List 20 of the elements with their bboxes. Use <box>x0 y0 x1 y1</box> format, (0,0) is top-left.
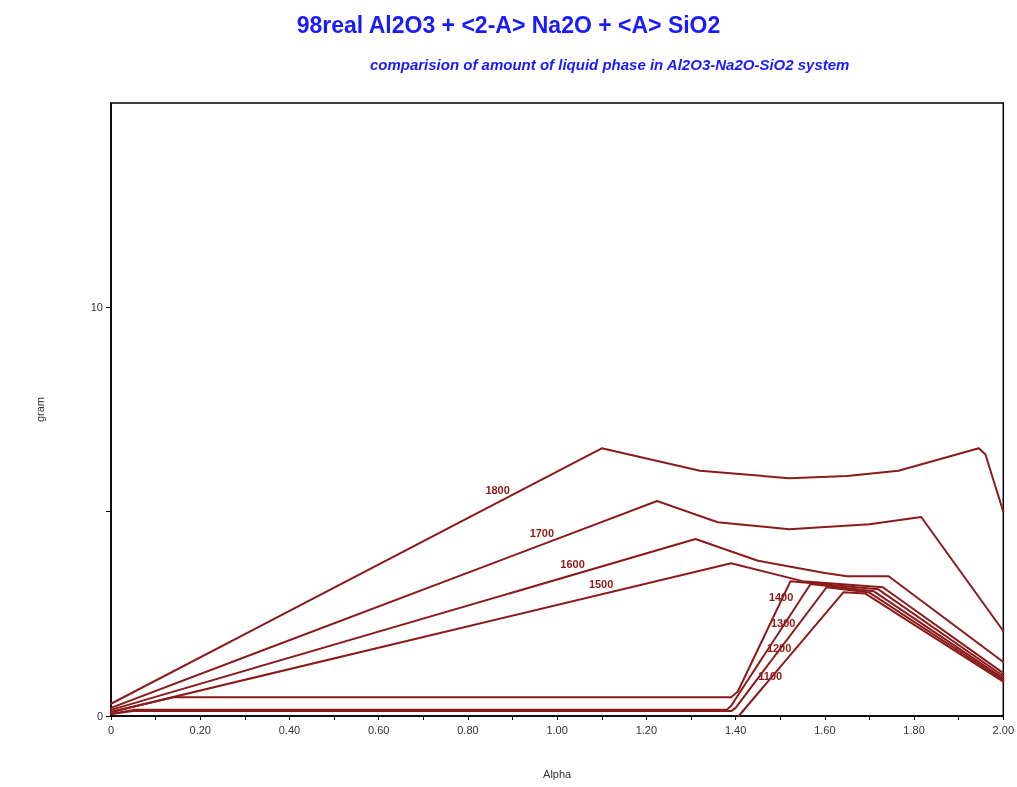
y-tick-label: 10 <box>90 301 103 314</box>
x-tick-label: 1.40 <box>724 723 747 736</box>
x-tick-label: 1.00 <box>546 723 568 736</box>
series-label: 1800 <box>485 484 510 497</box>
y-axis-title: gram <box>33 396 46 423</box>
x-tick-label: 0.20 <box>189 723 211 736</box>
chart-title: 98real Al2O3 + <2-A> Na2O + <A> SiO2 <box>296 11 721 38</box>
x-tick-label: 2.00 <box>992 723 1015 736</box>
x-axis-title: Alpha <box>543 767 573 780</box>
x-tick-label: 1.20 <box>635 723 658 736</box>
x-tick-label: 1.80 <box>903 723 925 736</box>
chart-subtitle: comparision of amount of liquid phase in Al2O3-Na2O-SiO2 system <box>369 56 850 73</box>
x-tick-label: 1.60 <box>814 723 836 736</box>
x-tick-label: 0.80 <box>457 723 479 736</box>
x-tick-label: 0.40 <box>278 723 301 736</box>
x-tick-label: 0 <box>107 723 115 736</box>
series-label: 1700 <box>529 527 555 540</box>
x-tick-label: 0.60 <box>367 723 390 736</box>
series-label: 1600 <box>560 558 585 571</box>
series-label: 1500 <box>588 577 614 590</box>
